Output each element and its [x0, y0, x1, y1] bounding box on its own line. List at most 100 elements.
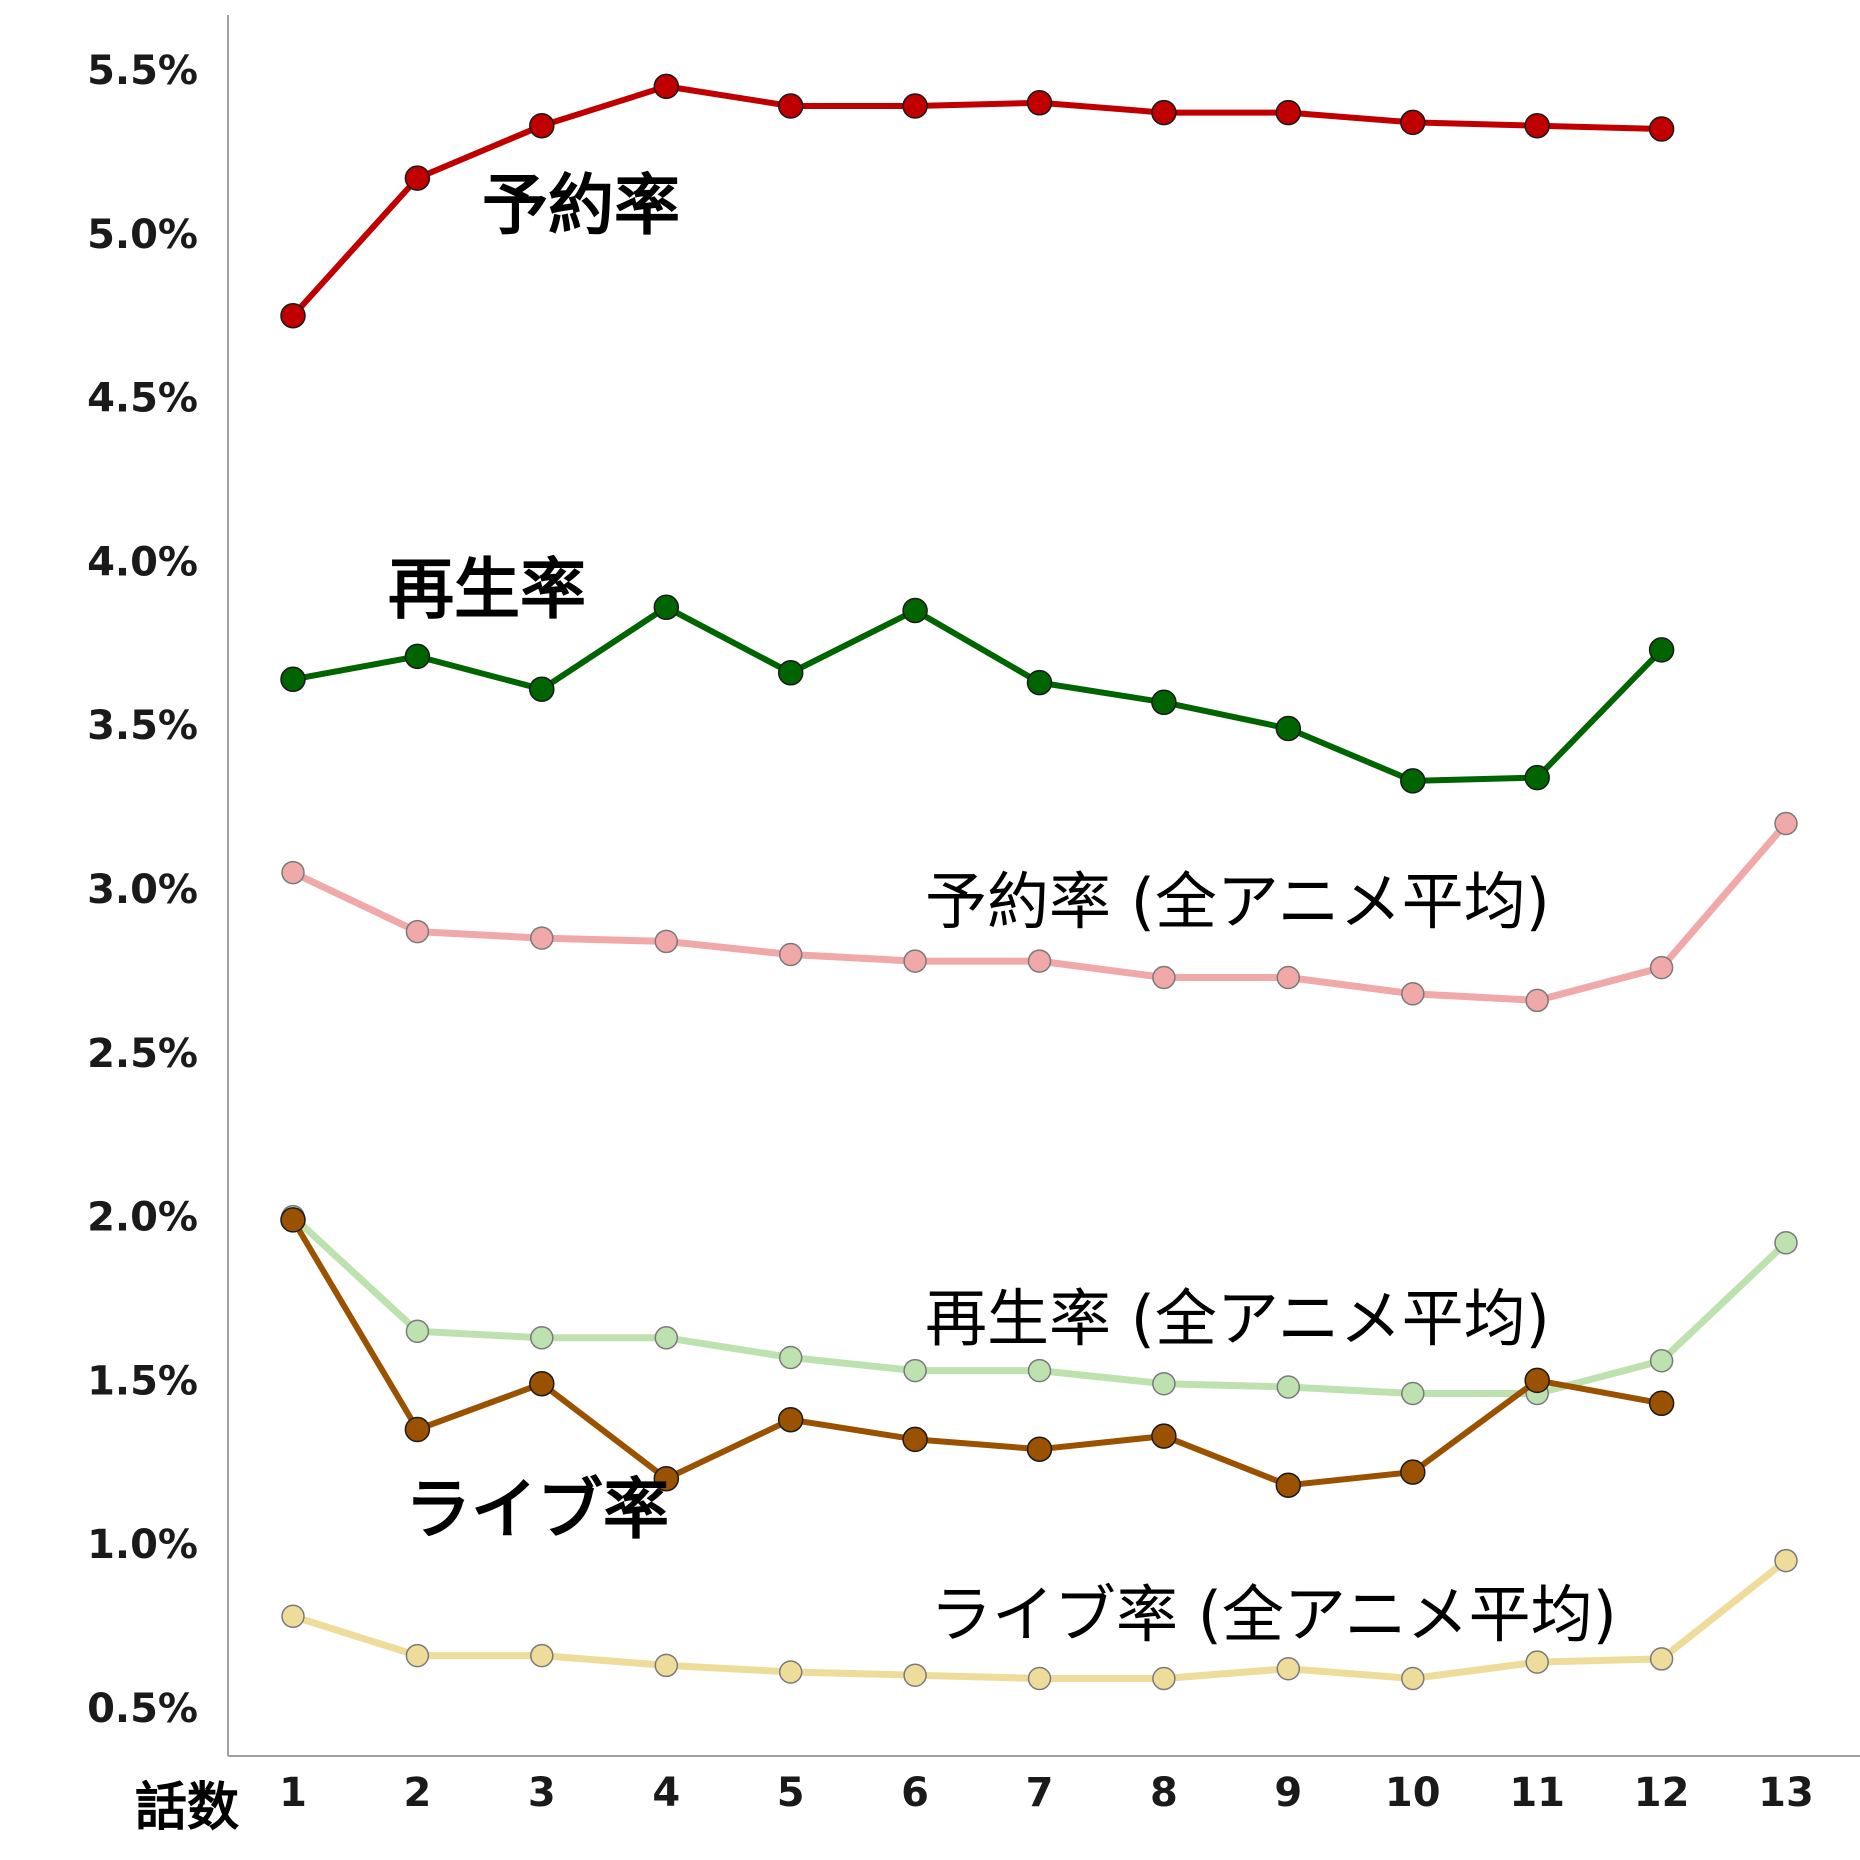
annotation-playback-rate: 再生率 — [388, 551, 586, 628]
x-tick-label: 6 — [901, 1770, 929, 1816]
data-point — [1152, 1666, 1176, 1691]
data-point — [1275, 99, 1302, 126]
data-point — [280, 302, 306, 329]
data-point — [529, 1370, 555, 1397]
data-point — [654, 1326, 679, 1350]
x-tick-label: 11 — [1509, 1770, 1565, 1816]
data-point — [1275, 1472, 1302, 1498]
data-point — [903, 1663, 927, 1687]
series-line — [290, 1216, 1665, 1489]
data-point — [1525, 1650, 1549, 1674]
data-point — [405, 919, 430, 944]
data-point — [404, 643, 431, 670]
data-point — [405, 1319, 430, 1344]
y-tick-label: 1.0% — [87, 1522, 198, 1568]
annotation-live-rate: ライブ率 — [405, 1471, 669, 1548]
x-tick-label: 8 — [1150, 1770, 1178, 1816]
y-tick-label: 3.5% — [87, 703, 198, 749]
data-point — [902, 93, 928, 119]
series-line — [290, 604, 1665, 784]
data-point — [777, 660, 804, 686]
series-lines — [280, 73, 1798, 1691]
data-point — [1401, 1666, 1425, 1691]
data-point — [1276, 1375, 1301, 1399]
data-point — [654, 1653, 679, 1678]
data-point — [529, 112, 555, 139]
series-0 — [280, 73, 1675, 329]
data-point — [1648, 637, 1675, 663]
data-point — [1275, 715, 1302, 742]
data-point — [1649, 1647, 1674, 1671]
data-point — [1648, 116, 1675, 142]
data-point — [902, 597, 928, 624]
x-tick-label: 12 — [1634, 1770, 1690, 1816]
x-tick-label: 1 — [279, 1770, 307, 1816]
data-point — [903, 1358, 927, 1383]
y-tick-label: 5.0% — [87, 212, 198, 258]
data-point — [1276, 1656, 1301, 1681]
y-tick-label: 5.5% — [87, 48, 198, 94]
x-axis-title: 話数 — [135, 1778, 239, 1838]
data-point — [1152, 1371, 1176, 1396]
data-point — [1400, 109, 1426, 136]
data-point — [405, 1643, 430, 1668]
series-1 — [280, 594, 1675, 794]
data-point — [1400, 768, 1426, 794]
x-tick-label: 5 — [777, 1770, 805, 1816]
data-point — [1401, 982, 1425, 1006]
data-point — [1649, 955, 1674, 980]
data-point — [778, 1345, 803, 1370]
data-point — [903, 949, 927, 973]
data-point — [1151, 99, 1177, 126]
x-tick-label: 10 — [1385, 1770, 1441, 1816]
x-tick-label: 4 — [652, 1770, 680, 1816]
data-point — [281, 1604, 305, 1629]
series-4 — [280, 1207, 1675, 1498]
data-point — [902, 1426, 928, 1453]
data-point — [1525, 988, 1549, 1013]
data-point — [1774, 811, 1798, 836]
data-point — [1027, 1666, 1052, 1691]
y-tick-labels: 5.5% 5.0% 4.5% 4.0% 3.5% 3.0% 2.5% 2.0% 1.5% 1.0%… — [87, 48, 198, 1732]
annotation-reservation-rate-average: 予約率 (全アニメ平均) — [925, 865, 1550, 938]
data-point — [1401, 1381, 1425, 1406]
x-tick-label: 2 — [403, 1770, 431, 1816]
data-point — [404, 165, 431, 191]
data-point — [1648, 1390, 1675, 1417]
y-tick-label: 0.5% — [87, 1686, 198, 1732]
data-point — [529, 676, 555, 702]
data-point — [1524, 764, 1550, 791]
y-tick-label: 3.0% — [87, 867, 198, 913]
y-tick-label: 4.0% — [87, 539, 198, 585]
data-point — [530, 1326, 554, 1350]
x-tick-label: 3 — [528, 1770, 556, 1816]
data-point — [280, 1207, 306, 1233]
data-point — [1649, 1348, 1674, 1373]
y-tick-label: 2.0% — [87, 1195, 198, 1241]
data-point — [1774, 1231, 1798, 1255]
series-2 — [281, 811, 1798, 1013]
data-point — [653, 594, 680, 621]
annotation-reservation-rate: 予約率 — [482, 167, 680, 244]
x-tick-label: 13 — [1758, 1770, 1814, 1816]
y-tick-label: 1.5% — [87, 1358, 198, 1404]
x-tick-labels: 1 2 3 4 5 6 7 8 9 10 11 12 13 — [279, 1770, 1814, 1816]
data-point — [653, 1465, 680, 1492]
y-tick-label: 4.5% — [87, 376, 198, 422]
x-tick-label: 7 — [1026, 1770, 1054, 1816]
data-point — [1152, 965, 1176, 990]
series-5 — [281, 1548, 1798, 1691]
series-annotations: 予約率 再生率 予約率 (全アニメ平均) 再生率 (全アニメ平均) ライブ率 ラ… — [388, 167, 1617, 1651]
data-point — [777, 93, 804, 119]
data-point — [777, 1406, 804, 1433]
data-point — [654, 929, 679, 954]
data-point — [1026, 669, 1053, 696]
data-point — [1276, 965, 1301, 990]
data-point — [653, 73, 680, 100]
data-point — [778, 942, 803, 967]
series-line — [290, 83, 1665, 319]
y-tick-label: 2.5% — [87, 1031, 198, 1077]
data-point — [1774, 1548, 1798, 1573]
